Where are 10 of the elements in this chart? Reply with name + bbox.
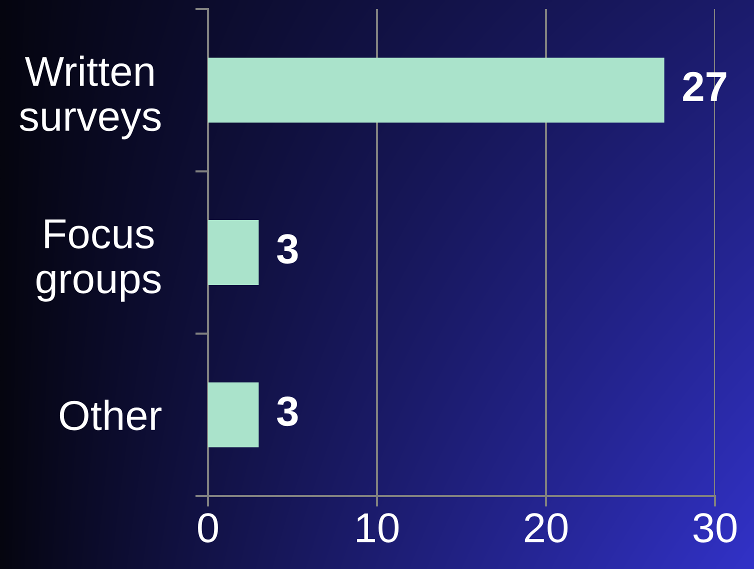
data-label: 27 [683, 72, 726, 101]
data-label: 3 [277, 396, 298, 426]
y-tick-label: Written surveys [20, 56, 161, 140]
data-label: 3 [277, 234, 298, 264]
x-tick-label: 20 [524, 513, 568, 543]
x-tick-label: 10 [357, 513, 399, 543]
y-tick-label: Focus groups [36, 220, 161, 302]
y-tick-label: Other [60, 400, 162, 430]
x-tick-label: 0 [198, 513, 218, 543]
x-tick-label: 30 [693, 513, 737, 543]
